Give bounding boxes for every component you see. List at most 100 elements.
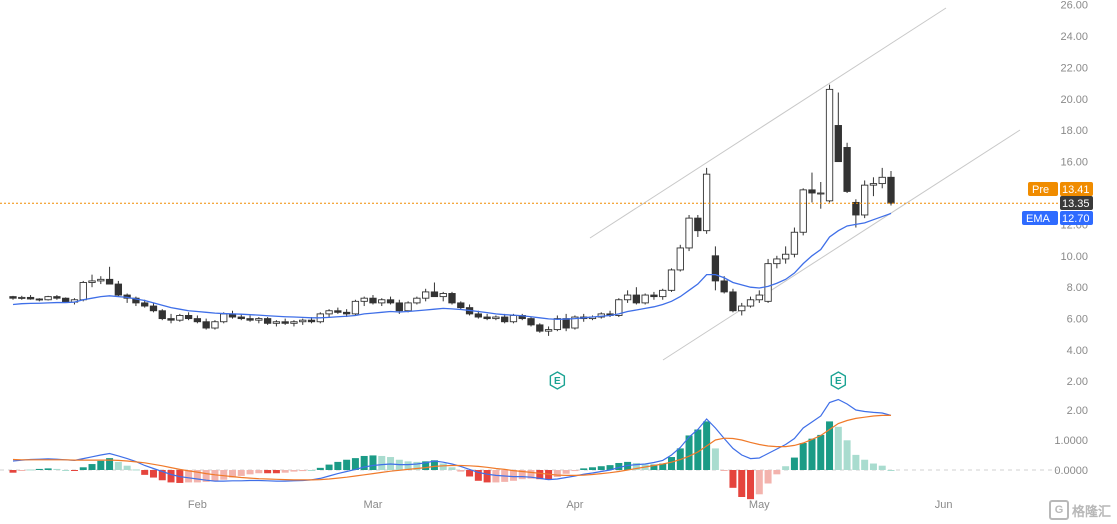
- candle-body: [281, 321, 289, 324]
- candle[interactable]: [149, 302, 158, 313]
- candle[interactable]: [825, 84, 834, 203]
- candle[interactable]: [404, 301, 412, 313]
- candle[interactable]: [746, 296, 755, 308]
- candle[interactable]: [290, 320, 298, 327]
- candle[interactable]: [711, 246, 720, 291]
- candle[interactable]: [439, 291, 447, 302]
- candle[interactable]: [299, 318, 307, 325]
- candle[interactable]: [228, 310, 237, 319]
- candle[interactable]: [457, 301, 465, 310]
- candle[interactable]: [386, 296, 395, 305]
- candle[interactable]: [483, 313, 491, 321]
- candle[interactable]: [378, 298, 386, 307]
- candle[interactable]: [26, 295, 35, 300]
- candle-body: [615, 299, 623, 316]
- macd-bar: [650, 464, 658, 470]
- candle[interactable]: [571, 315, 579, 330]
- candle[interactable]: [861, 180, 869, 219]
- candle[interactable]: [852, 199, 860, 228]
- channel-lower-line[interactable]: [662, 129, 1021, 361]
- candle[interactable]: [448, 291, 456, 305]
- candle[interactable]: [53, 295, 61, 300]
- candle[interactable]: [738, 302, 746, 316]
- candle[interactable]: [799, 188, 807, 236]
- candle[interactable]: [369, 295, 377, 305]
- candle[interactable]: [887, 171, 895, 206]
- candle[interactable]: [360, 296, 368, 307]
- candle[interactable]: [9, 295, 17, 300]
- earnings-marker[interactable]: E: [549, 371, 566, 390]
- channel-upper-line[interactable]: [589, 7, 947, 239]
- candle[interactable]: [281, 318, 289, 325]
- candle-body: [334, 310, 342, 313]
- candle[interactable]: [79, 280, 87, 302]
- candle[interactable]: [413, 296, 421, 305]
- candle[interactable]: [237, 313, 245, 321]
- ema-polyline[interactable]: [12, 212, 892, 321]
- candle[interactable]: [272, 320, 281, 327]
- candle[interactable]: [105, 266, 114, 285]
- candle[interactable]: [132, 296, 140, 307]
- candle[interactable]: [720, 276, 728, 294]
- candle[interactable]: [18, 295, 26, 300]
- candle[interactable]: [114, 280, 123, 297]
- candle[interactable]: [202, 318, 210, 330]
- candle[interactable]: [193, 315, 202, 324]
- candle[interactable]: [255, 317, 263, 324]
- candle[interactable]: [676, 244, 684, 272]
- candle[interactable]: [694, 214, 702, 237]
- candle[interactable]: [263, 317, 272, 325]
- candle[interactable]: [764, 258, 772, 303]
- candle[interactable]: [702, 167, 711, 234]
- candle[interactable]: [422, 288, 430, 302]
- candle[interactable]: [97, 276, 105, 285]
- candle[interactable]: [167, 313, 175, 324]
- candle[interactable]: [544, 326, 553, 336]
- candle[interactable]: [553, 315, 562, 332]
- candle[interactable]: [667, 268, 676, 292]
- candle[interactable]: [527, 317, 535, 327]
- macd-bar: [466, 470, 474, 477]
- candle[interactable]: [623, 290, 632, 303]
- candle[interactable]: [325, 309, 333, 318]
- y-tick-label: 10.00: [1060, 251, 1088, 263]
- candle[interactable]: [492, 315, 500, 321]
- candle[interactable]: [562, 313, 570, 332]
- candle-body: [114, 283, 123, 296]
- candle[interactable]: [808, 172, 816, 203]
- macd-line[interactable]: [12, 398, 892, 482]
- candle[interactable]: [184, 312, 193, 321]
- candle[interactable]: [430, 282, 439, 298]
- candle[interactable]: [659, 288, 667, 300]
- candle[interactable]: [246, 315, 254, 322]
- candle[interactable]: [729, 288, 737, 313]
- candle[interactable]: [176, 313, 184, 322]
- candle[interactable]: [781, 246, 790, 264]
- candle[interactable]: [790, 227, 799, 258]
- candle[interactable]: [817, 182, 825, 209]
- candle[interactable]: [501, 313, 509, 324]
- candle[interactable]: [334, 307, 342, 314]
- candle[interactable]: [632, 287, 641, 305]
- earnings-marker[interactable]: E: [830, 371, 847, 390]
- candle[interactable]: [834, 92, 842, 163]
- candle[interactable]: [158, 309, 166, 321]
- candle[interactable]: [641, 293, 649, 305]
- candle[interactable]: [878, 167, 886, 189]
- signal-line[interactable]: [12, 414, 891, 481]
- candle[interactable]: [44, 295, 52, 301]
- candle[interactable]: [650, 291, 658, 300]
- candle[interactable]: [351, 299, 360, 316]
- candle[interactable]: [211, 320, 219, 330]
- candle[interactable]: [518, 313, 526, 321]
- candle[interactable]: [88, 274, 96, 288]
- candle[interactable]: [869, 177, 878, 197]
- candle[interactable]: [843, 142, 851, 193]
- candle[interactable]: [755, 290, 763, 303]
- candle[interactable]: [685, 214, 693, 252]
- candle[interactable]: [773, 255, 781, 269]
- candle[interactable]: [35, 298, 43, 302]
- candle-body: [342, 311, 351, 315]
- candle[interactable]: [536, 323, 544, 333]
